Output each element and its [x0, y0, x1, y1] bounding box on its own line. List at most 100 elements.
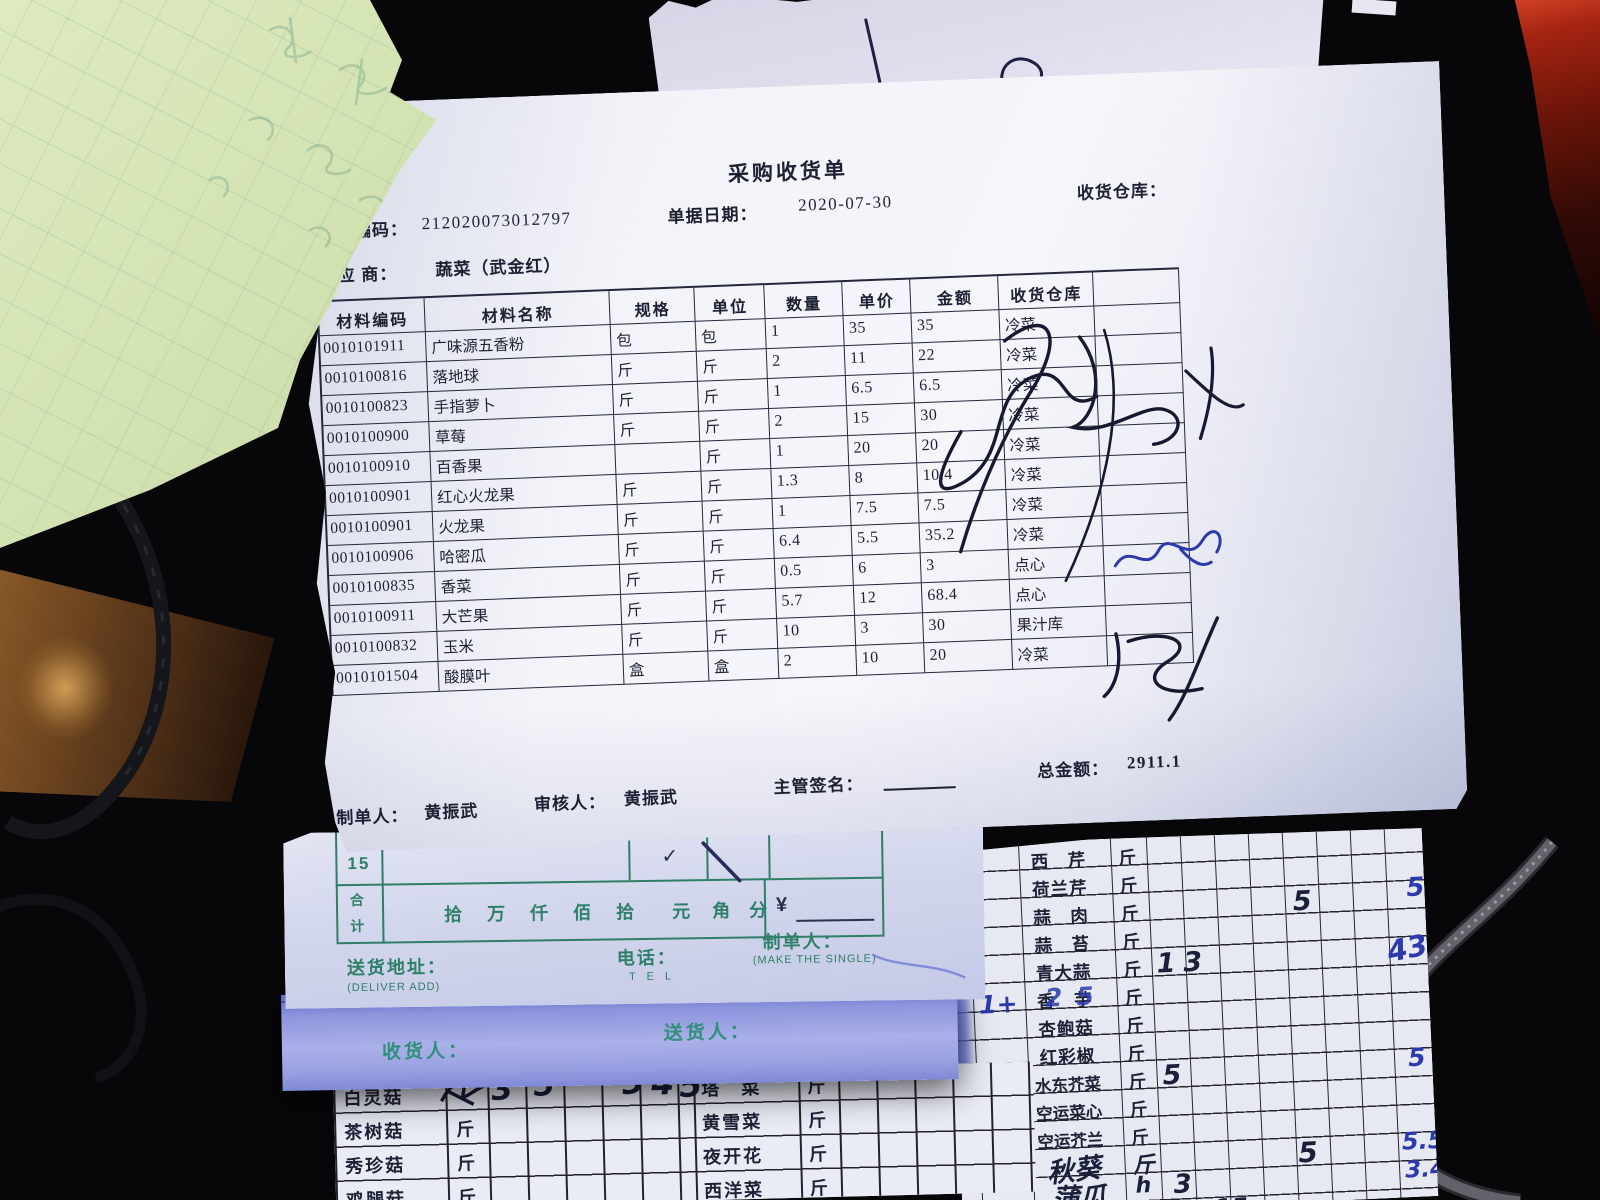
handwritten-amt: 3.4 [1404, 1155, 1447, 1184]
item-name: 荷兰芹 [1031, 877, 1088, 901]
col-header: 金额 [910, 276, 999, 313]
cell-qty: 10 [777, 616, 856, 649]
cell-price: 6 [853, 553, 922, 586]
handwritten-tick: ✓ [661, 843, 679, 868]
col-header: 材料编码 [319, 298, 426, 336]
item-name: 空运菜心 [1035, 1103, 1103, 1125]
cell-amount: 35.2 [920, 520, 1009, 553]
cell-warehouse: 果汁库 [1011, 606, 1107, 640]
total-value: 2911.1 [1126, 751, 1183, 773]
item-name: 茶树菇 [344, 1121, 405, 1143]
cell-spec: 盒 [623, 652, 709, 685]
cell-spec: 斤 [622, 622, 708, 655]
cell-amount: 10.4 [917, 460, 1006, 493]
item-unit: 斤 [456, 1119, 477, 1140]
doc-date-label: 单据日期： [667, 204, 758, 227]
supplier-value: 蔬菜（武金红） [435, 255, 562, 280]
cell-unit: 盒 [708, 649, 779, 682]
cell-empty [1095, 333, 1182, 366]
cell-price: 6.5 [846, 373, 915, 406]
item-unit: 斤 [807, 1110, 829, 1131]
cell-amount: 7.5 [918, 490, 1007, 523]
maker-name: 黄振武 [423, 801, 479, 823]
item-unit: 斤 [1122, 931, 1142, 953]
item-name: 蒜 肉 [1032, 905, 1090, 929]
cell-empty [1102, 513, 1189, 546]
cell-warehouse: 冷菜 [1007, 516, 1103, 550]
grid-line [1248, 832, 1266, 1200]
cell-warehouse: 冷菜 [1003, 396, 1099, 430]
cell-spec: 斤 [612, 352, 698, 385]
digit-unit: 拾 [444, 904, 465, 925]
item-unit: 斤 [1130, 1127, 1151, 1148]
item-name: 黄雪菜 [701, 1111, 763, 1134]
handwritten-qty: 5 [1161, 1059, 1183, 1092]
cell-spec: 斤 [620, 562, 706, 595]
cell-qty: 2 [767, 346, 846, 379]
item-unit: 斤 [1128, 1071, 1148, 1092]
cell-spec: 斤 [618, 502, 704, 535]
item-unit: 斤 [1124, 987, 1145, 1009]
cell-spec: 斤 [613, 382, 699, 415]
cell-amount: 6.5 [914, 370, 1003, 403]
cell-amount: 20 [924, 640, 1013, 673]
item-unit: 斤 [457, 1187, 479, 1200]
item-name: 秀珍菇 [345, 1155, 406, 1177]
desk-light-reflection [0, 618, 130, 758]
warehouse-label: 收货仓库： [1076, 180, 1168, 204]
item-unit: 斤 [809, 1178, 831, 1199]
col-header: 数量 [764, 282, 843, 319]
cell-price: 12 [854, 583, 923, 616]
cell-warehouse: 冷菜 [1002, 366, 1098, 400]
printed-line [768, 830, 770, 878]
item-name: 水东芥菜 [1034, 1075, 1102, 1097]
handwritten-amt: 5 [1407, 1042, 1427, 1073]
handwritten-qty: 5 [1297, 1135, 1319, 1170]
printed-line [336, 877, 884, 887]
cell-code: 0010100910 [325, 452, 432, 486]
cell-warehouse: 冷菜 [1004, 426, 1100, 460]
form-title: 采购收货单 [727, 158, 849, 187]
cell-warehouse: 冷菜 [1012, 636, 1108, 670]
printed-line [706, 831, 708, 879]
purchase-receipt-form: 采购收货单 单据编码： 212020073012797 单据日期： 2020-0… [295, 61, 1468, 852]
cell-code: 0010100832 [331, 632, 438, 666]
cell-empty [1104, 543, 1191, 576]
signature-line [884, 786, 956, 791]
printed-line [881, 825, 885, 937]
item-unit: 斤 [1125, 1015, 1146, 1036]
item-unit: 斤 [808, 1144, 830, 1165]
digit-unit: 元 [671, 901, 693, 922]
cell-warehouse: 点心 [1009, 546, 1105, 580]
cell-unit: 斤 [700, 439, 771, 472]
col-header-empty [1093, 269, 1180, 306]
cell-amount: 20 [916, 430, 1005, 463]
col-header: 收货仓库 [998, 272, 1094, 310]
cell-amount: 30 [923, 610, 1012, 643]
cell-price: 20 [848, 433, 917, 466]
cell-qty: 0.5 [775, 556, 854, 589]
row-number: 15 [347, 853, 371, 874]
amount-underline [796, 919, 874, 922]
cell-warehouse: 冷菜 [1006, 486, 1102, 520]
maker-label: 制单人： [762, 931, 843, 953]
cell-spec: 包 [611, 322, 697, 355]
item-unit: 斤 [1123, 959, 1143, 981]
cell-amount: 35 [911, 310, 1000, 343]
cell-unit: 斤 [699, 409, 770, 442]
cell-empty [1100, 453, 1187, 486]
col-header: 规格 [609, 288, 695, 325]
cell-spec: 斤 [619, 532, 705, 565]
cell-name: 酸膜叶 [438, 655, 624, 692]
total-label: 总金额： [1036, 759, 1110, 781]
cell-qty: 6.4 [774, 526, 853, 559]
sender-label: 送货人： [663, 1021, 752, 1045]
cell-empty [1107, 633, 1194, 666]
cell-code: 0010100835 [329, 572, 436, 606]
cell-unit: 斤 [703, 499, 774, 532]
torn-paper-bit [1351, 0, 1397, 16]
receiver-label: 收货人： [381, 1040, 471, 1064]
cell-code: 0010101504 [333, 662, 440, 696]
cell-unit: 斤 [707, 619, 778, 652]
auditor-name: 黄振武 [623, 787, 679, 809]
